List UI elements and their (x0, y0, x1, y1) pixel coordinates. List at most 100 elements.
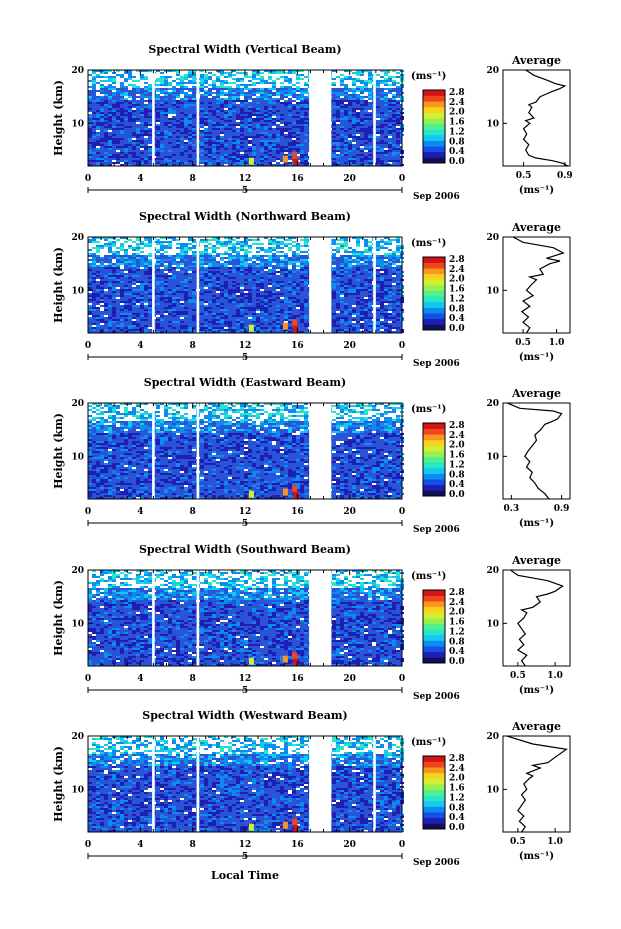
heatmap-cell (120, 108, 124, 110)
heatmap-cell (268, 243, 272, 245)
heatmap-cell (272, 82, 276, 84)
heatmap-cell (108, 118, 112, 120)
heatmap-cell (104, 80, 108, 82)
heatmap-cell (240, 265, 244, 267)
heatmap-cell (260, 140, 264, 142)
heatmap-cell (232, 146, 236, 148)
heatmap-cell (92, 259, 96, 261)
heatmap-cell (212, 70, 216, 72)
heatmap-cell (288, 102, 292, 104)
heatmap-cell (280, 269, 284, 271)
heatmap-cell (212, 239, 216, 241)
heatmap-cell (156, 275, 160, 277)
heatmap-cell (300, 126, 304, 128)
heatmap-cell (296, 150, 300, 152)
heatmap-cell (368, 251, 372, 253)
heatmap-cell (176, 251, 180, 253)
heatmap-cell (364, 100, 368, 102)
heatmap-cell (200, 253, 204, 255)
heatmap-cell (384, 303, 388, 305)
heatmap-cell (92, 281, 96, 283)
heatmap-cell (352, 100, 356, 102)
heatmap-cell (224, 102, 228, 104)
heatmap-cell (380, 329, 384, 331)
heatmap-cell (220, 126, 224, 128)
heatmap-cell (96, 275, 100, 277)
heatmap-cell (104, 281, 108, 283)
heatmap-cell (260, 96, 264, 98)
heatmap-cell (272, 72, 276, 74)
heatmap-cell (384, 313, 388, 315)
heatmap-cell (360, 261, 364, 263)
heatmap-cell (356, 289, 360, 291)
heatmap-cell (368, 317, 372, 319)
heatmap-cell (392, 104, 396, 106)
heatmap-cell (236, 241, 240, 243)
heatmap-cell (244, 315, 248, 317)
heatmap-cell (348, 150, 352, 152)
heatmap-cell (368, 78, 372, 80)
heatmap-cell (300, 74, 304, 76)
heatmap-cell (304, 241, 308, 243)
heatmap-cell (156, 122, 160, 124)
heatmap-cell (132, 317, 136, 319)
heatmap-cell (240, 285, 244, 287)
heatmap-cell (276, 120, 280, 122)
heatmap-cell (204, 243, 208, 245)
heatmap-cell (248, 261, 252, 263)
heatmap-cell (200, 327, 204, 329)
heatmap-cell (220, 257, 224, 259)
heatmap-cell (344, 100, 348, 102)
heatmap-cell (364, 92, 368, 94)
heatmap-cell (388, 313, 392, 315)
heatmap-cell (156, 124, 160, 126)
heatmap-cell (136, 128, 140, 130)
heatmap-cell (396, 134, 400, 136)
heatmap-cell (280, 293, 284, 295)
heatmap-cell (280, 118, 284, 120)
heatmap-cell (332, 124, 336, 126)
heatmap-cell (232, 285, 236, 287)
heatmap-cell (164, 263, 168, 265)
heatmap-cell (188, 148, 192, 150)
heatmap-cell (248, 289, 252, 291)
heatmap-cell (128, 74, 132, 76)
heatmap-cell (284, 162, 288, 164)
heatmap-cell (112, 311, 116, 313)
heatmap-cell (252, 239, 256, 241)
heatmap-cell (188, 118, 192, 120)
heatmap-cell (124, 271, 128, 273)
heatmap-cell (96, 305, 100, 307)
heatmap-cell (388, 110, 392, 112)
heatmap-cell (92, 251, 96, 253)
heatmap-cell (204, 112, 208, 114)
heatmap-cell (112, 82, 116, 84)
heatmap-cell (268, 285, 272, 287)
heatmap-cell (88, 313, 92, 315)
heatmap-cell (296, 263, 300, 265)
heatmap-cell (140, 305, 144, 307)
heatmap-cell (336, 112, 340, 114)
heatmap-cell (368, 309, 372, 311)
heatmap-cell (204, 116, 208, 118)
heatmap-cell (384, 86, 388, 88)
heatmap-cell (248, 407, 252, 409)
heatmap-cell (212, 403, 216, 405)
heatmap-cell (156, 134, 160, 136)
heatmap-cell (268, 323, 272, 325)
heatmap-cell (384, 124, 388, 126)
heatmap-cell (200, 108, 204, 110)
heatmap-cell (352, 293, 356, 295)
heatmap-cell (172, 160, 176, 162)
heatmap-cell (264, 305, 268, 307)
heatmap-cell (228, 239, 232, 241)
heatmap-cell (372, 403, 376, 405)
heatmap-cell (100, 80, 104, 82)
heatmap-cell (208, 279, 212, 281)
heatmap-cell (220, 289, 224, 291)
heatmap-cell (92, 299, 96, 301)
heatmap-cell (340, 271, 344, 273)
heatmap-cell (164, 285, 168, 287)
heatmap-cell (292, 405, 296, 407)
heatmap-cell (144, 253, 148, 255)
